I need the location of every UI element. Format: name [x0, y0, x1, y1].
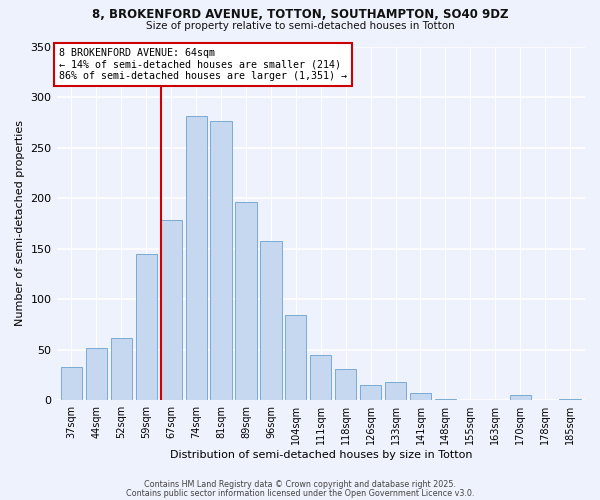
Bar: [235, 202, 257, 400]
Bar: [509, 395, 531, 400]
Bar: [435, 399, 456, 400]
Bar: [360, 385, 381, 400]
Bar: [385, 382, 406, 400]
Bar: [559, 399, 581, 400]
X-axis label: Distribution of semi-detached houses by size in Totton: Distribution of semi-detached houses by …: [170, 450, 472, 460]
Bar: [86, 348, 107, 400]
Bar: [310, 354, 331, 400]
Text: 8, BROKENFORD AVENUE, TOTTON, SOUTHAMPTON, SO40 9DZ: 8, BROKENFORD AVENUE, TOTTON, SOUTHAMPTO…: [92, 8, 508, 20]
Bar: [136, 254, 157, 400]
Bar: [260, 240, 281, 400]
Bar: [61, 367, 82, 400]
Text: Size of property relative to semi-detached houses in Totton: Size of property relative to semi-detach…: [146, 21, 454, 31]
Bar: [335, 369, 356, 400]
Bar: [111, 338, 132, 400]
Bar: [211, 122, 232, 400]
Bar: [410, 393, 431, 400]
Text: 8 BROKENFORD AVENUE: 64sqm
← 14% of semi-detached houses are smaller (214)
86% o: 8 BROKENFORD AVENUE: 64sqm ← 14% of semi…: [59, 48, 347, 82]
Y-axis label: Number of semi-detached properties: Number of semi-detached properties: [15, 120, 25, 326]
Bar: [285, 316, 307, 400]
Text: Contains HM Land Registry data © Crown copyright and database right 2025.: Contains HM Land Registry data © Crown c…: [144, 480, 456, 489]
Bar: [161, 220, 182, 400]
Bar: [185, 116, 207, 400]
Text: Contains public sector information licensed under the Open Government Licence v3: Contains public sector information licen…: [126, 488, 474, 498]
